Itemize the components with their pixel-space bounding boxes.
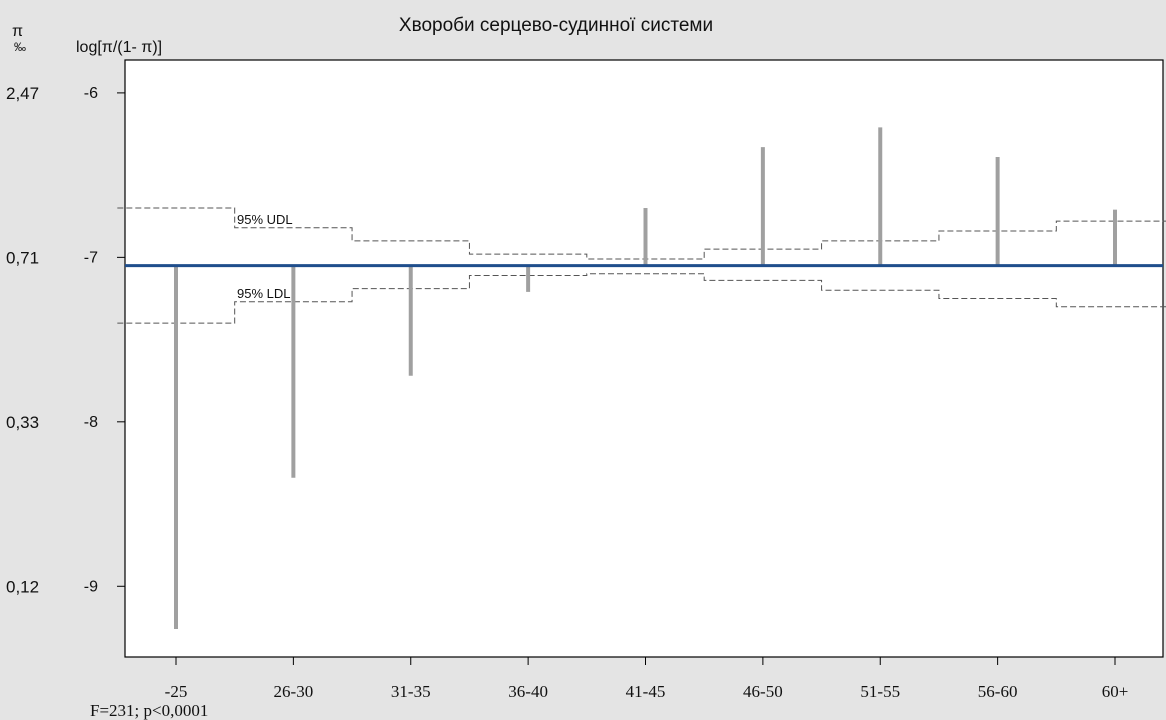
y-left-label: π (12, 23, 23, 40)
x-tick-label: 51-55 (860, 682, 900, 701)
y-right-label: log[π/(1- π)] (76, 39, 162, 56)
y-prob-label: 0,33 (6, 413, 39, 432)
y-tick-label: -7 (84, 249, 98, 266)
limit-labels: 95% UDL 95% LDL (237, 212, 293, 301)
y-prob-label: 2,47 (6, 84, 39, 103)
x-tick-label: 41-45 (626, 682, 666, 701)
y-tick-label: -6 (84, 85, 98, 102)
x-tick-label: 56-60 (978, 682, 1018, 701)
chart-title: Хвороби серцево-судинної системи (399, 15, 713, 36)
udl-label: 95% UDL (237, 212, 293, 227)
footnote: F=231; p<0,0001 (90, 701, 208, 720)
y-axis: -6 2,47 -7 0,71 -8 0,33 -9 0,12 (6, 84, 125, 596)
y-tick-label: -8 (84, 414, 98, 431)
y-prob-label: 0,71 (6, 248, 39, 267)
ldl-line (117, 273, 1166, 324)
x-tick-label: -25 (165, 682, 188, 701)
y-tick-label: -9 (84, 578, 98, 595)
x-axis: -25 26-30 31-35 36-40 41-45 46-50 51-55 56-60 60… (165, 657, 1129, 701)
x-tick-label: 60+ (1102, 682, 1129, 701)
plot-area (124, 59, 1164, 658)
y-prob-label: 0,12 (6, 577, 39, 596)
x-tick-label: 26-30 (274, 682, 314, 701)
bars (174, 127, 1117, 630)
x-tick-label: 46-50 (743, 682, 783, 701)
x-tick-label: 36-40 (508, 682, 548, 701)
y-left-unit: ‰ (14, 40, 26, 54)
ldl-label: 95% LDL (237, 286, 290, 301)
x-tick-label: 31-35 (391, 682, 431, 701)
